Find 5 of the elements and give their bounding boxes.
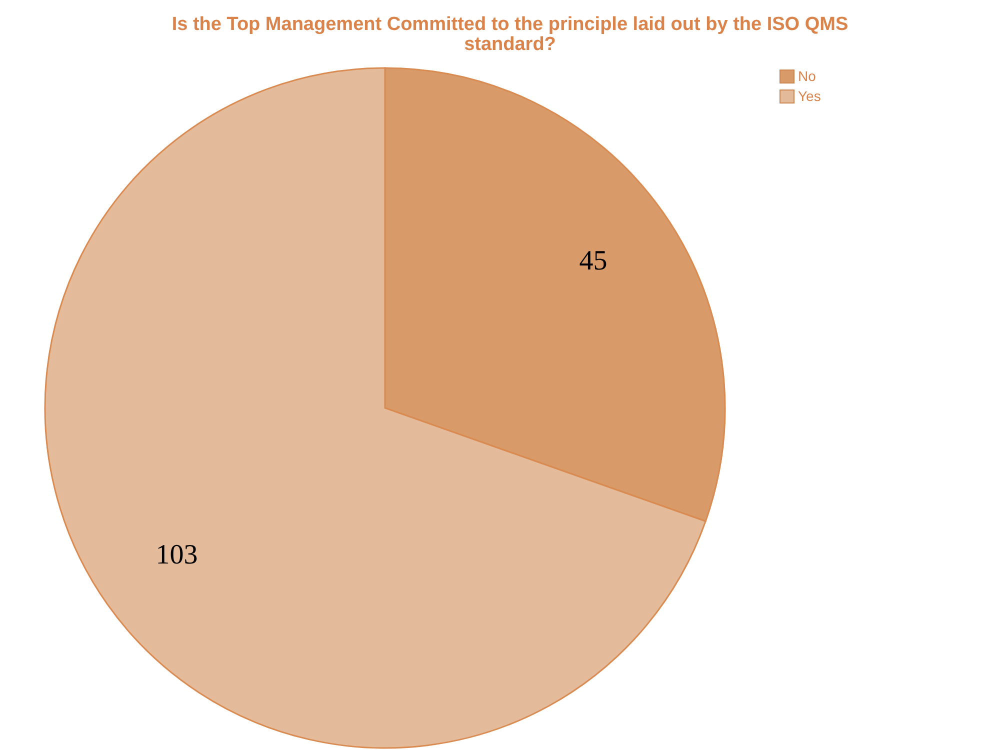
legend-label: Yes (798, 88, 821, 104)
data-label: 103 (156, 540, 198, 571)
data-label: 45 (579, 245, 608, 276)
legend-label: No (798, 68, 816, 84)
chart-title: Is the Top Management Committed to the principle laid out by the ISO QMS standard? (172, 14, 848, 55)
